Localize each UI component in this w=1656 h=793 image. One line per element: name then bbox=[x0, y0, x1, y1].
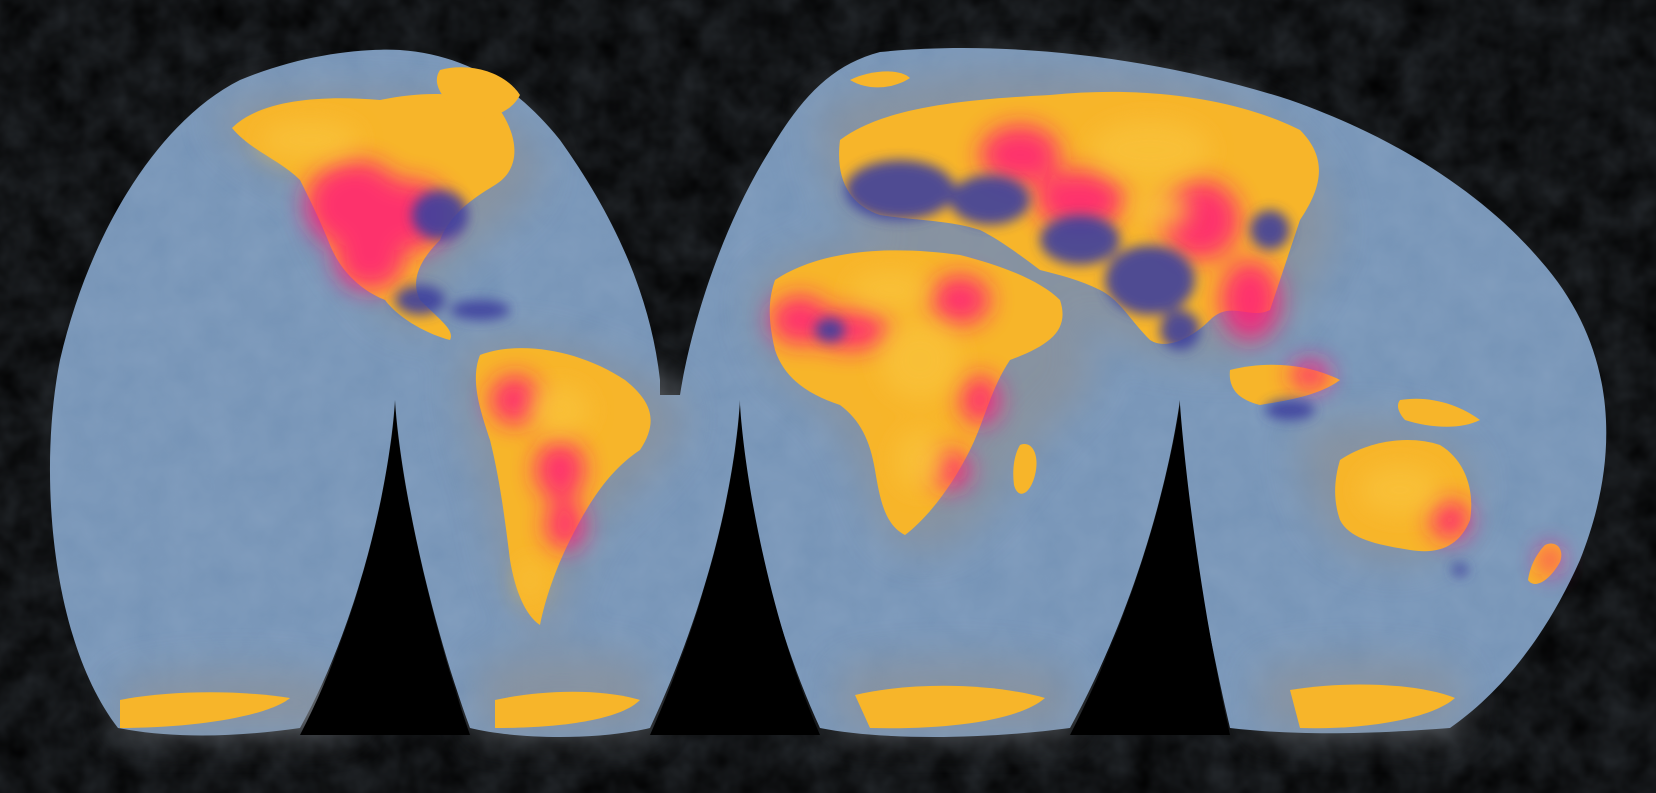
heat-blue bbox=[395, 160, 1468, 576]
region-antarctica-4 bbox=[1290, 684, 1455, 729]
region-ellesmere bbox=[850, 71, 910, 88]
region-greenland bbox=[436, 67, 520, 118]
region-antarctica-2 bbox=[495, 691, 640, 728]
interruption-gaps bbox=[300, 405, 1230, 735]
heat-yellow bbox=[260, 120, 1440, 600]
region-madagascar bbox=[1013, 444, 1037, 494]
heat-magenta bbox=[305, 125, 1560, 575]
region-antarctica-1 bbox=[120, 692, 290, 728]
region-new-guinea bbox=[1397, 398, 1480, 427]
region-antarctica-3 bbox=[855, 685, 1045, 729]
